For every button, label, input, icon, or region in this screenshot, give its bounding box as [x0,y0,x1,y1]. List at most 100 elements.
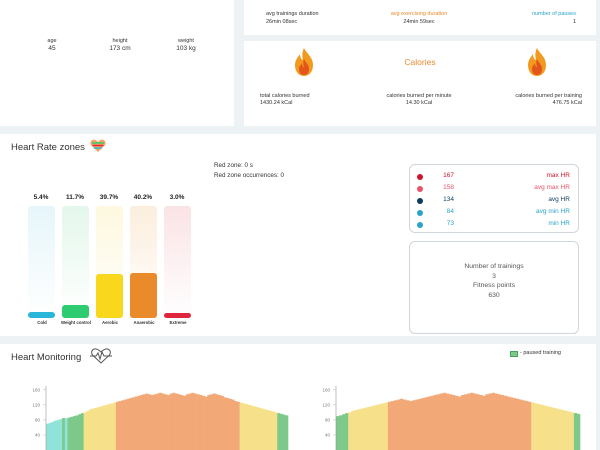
heart-rate-stats-box: 167 max HR 158 avg max HR 134 avg HR 84 avg min… [409,164,579,233]
y-tick-label: 160 [322,387,330,392]
heart-pulse-icon [90,348,112,364]
heart-rate-bar [470,392,474,450]
heart-rate-bar [134,396,138,450]
heart-rate-bar [201,395,205,450]
heart-rate-bar [148,394,152,450]
heart-rate-bar [271,411,275,450]
hr-stat-name: avg min HR [536,208,570,215]
heart-rate-bar [107,404,111,450]
heart-rate-bar [451,395,456,450]
heart-rate-bar [242,403,246,450]
heart-rate-bar [137,395,141,450]
heart-rate-bar [515,398,520,450]
heart-rate-bar [261,408,265,450]
age-stat: age 45 [22,38,82,52]
weight-value: 103 kg [176,45,196,52]
calories-per-training-stat: calories burned per training 476.75 kCal [515,93,582,107]
heart-rate-bar [421,398,425,450]
heart-rate-bar [418,398,422,450]
avg-exercising-label: avg exercising duration [390,11,448,17]
heart-rate-bar [390,401,395,450]
y-tick-label: 120 [322,402,330,407]
heart-rate-bar [167,395,170,450]
zone-bar [96,206,123,318]
heart-rate-bar [282,414,286,450]
heart-rate-bar [218,395,222,450]
calories-per-minute-stat: calories burned per minute 14.30 kCal [369,93,469,107]
hr-stat-name: avg HR [548,196,570,203]
zone-bar [164,206,191,318]
zone-percentage: 5.4% [33,194,49,201]
heart-rate-bar [531,402,535,450]
heart-rate-bar [570,412,575,450]
heart-rate-bar [528,401,532,450]
height-label: height [112,38,128,44]
heart-rate-bar [126,398,130,450]
trainings-value: 3 [492,272,496,280]
hr-stat-name: max HR [546,172,570,179]
heart-rate-bar [384,402,389,450]
heart-rate-bar [269,410,273,450]
heart-rate-bar [393,400,398,450]
trainings-box: Number of trainings 3 Fitness points 630 [409,241,579,334]
heart-rate-bar [409,401,413,450]
heart-rate-bar [500,395,505,450]
heart-rate-bar [442,392,447,450]
heart-rate-bar [363,407,367,450]
calories-per-training-label: calories burned per training [515,93,582,99]
calories-per-training-value: 476.75 kCal [552,100,582,106]
paused-legend-label: - paused training [520,350,561,356]
heart-rate-bar [255,407,259,450]
heart-rate-bar [519,399,523,450]
hr-stat-value: 134 [443,196,454,203]
heart-rate-bar [467,393,471,450]
heart-rate-bar [102,405,106,450]
heart-rate-bar [543,405,547,450]
heart-rate-bar [372,405,376,450]
heart-rate-bar [285,415,289,450]
hr-stat-value: 158 [443,184,454,191]
heart-zones-icon [90,139,106,152]
heart-rate-bar [164,394,168,450]
heart-rate-bar [231,399,235,450]
zone-percentage: 3.0% [169,194,185,201]
calories-per-minute-value: 14.30 kCal [405,100,433,106]
heart-rate-bar [258,407,262,450]
heart-rate-bar [381,403,386,450]
zones-title: Heart Rate zones [11,142,85,153]
heart-rate-bar [188,393,192,450]
heart-rate-bar [552,407,556,450]
zone-bar-fill [96,274,123,318]
hr-stat-name: avg max HR [534,184,570,191]
fitness-points-value: 630 [488,291,500,299]
heart-rate-bar [123,399,127,450]
heart-rate-bar [247,404,251,450]
heart-rate-bar [415,399,419,450]
y-tick-label: 80 [35,417,41,422]
red-zone-info: Red zone: 0 s Red zone occurrences: 0 [214,161,284,181]
height-stat: height 173 cm [90,38,150,52]
heart-rate-bar [56,419,60,450]
hr-stat-row: 73 min HR [410,220,578,230]
heart-rate-bar [54,420,58,450]
heart-rate-bar [485,394,489,450]
heart-rate-bar [223,397,227,450]
weight-stat: weight 103 kg [156,38,216,52]
heart-rate-bar [406,400,410,450]
red-zone-time: Red zone: 0 s [214,162,253,169]
heart-rate-bar [169,393,173,450]
heart-rate-bar [172,392,176,450]
heart-rate-bar [67,417,71,450]
heart-rate-bar [525,401,529,450]
heart-rate-bar [70,416,74,450]
heart-rate-bar [145,393,149,450]
training-summary-card: avg trainings duration 26min 08sec avg e… [244,0,596,35]
zone-label: Aerobic [102,320,118,325]
heart-rate-bar [193,393,197,450]
heart-rate-bar [51,421,55,450]
heart-rate-bar [140,395,144,450]
zone-label: Anaerobic [133,320,155,325]
heart-rate-bar [253,406,257,450]
heart-rate-bar [351,410,355,450]
heart-rate-bar [97,407,101,450]
